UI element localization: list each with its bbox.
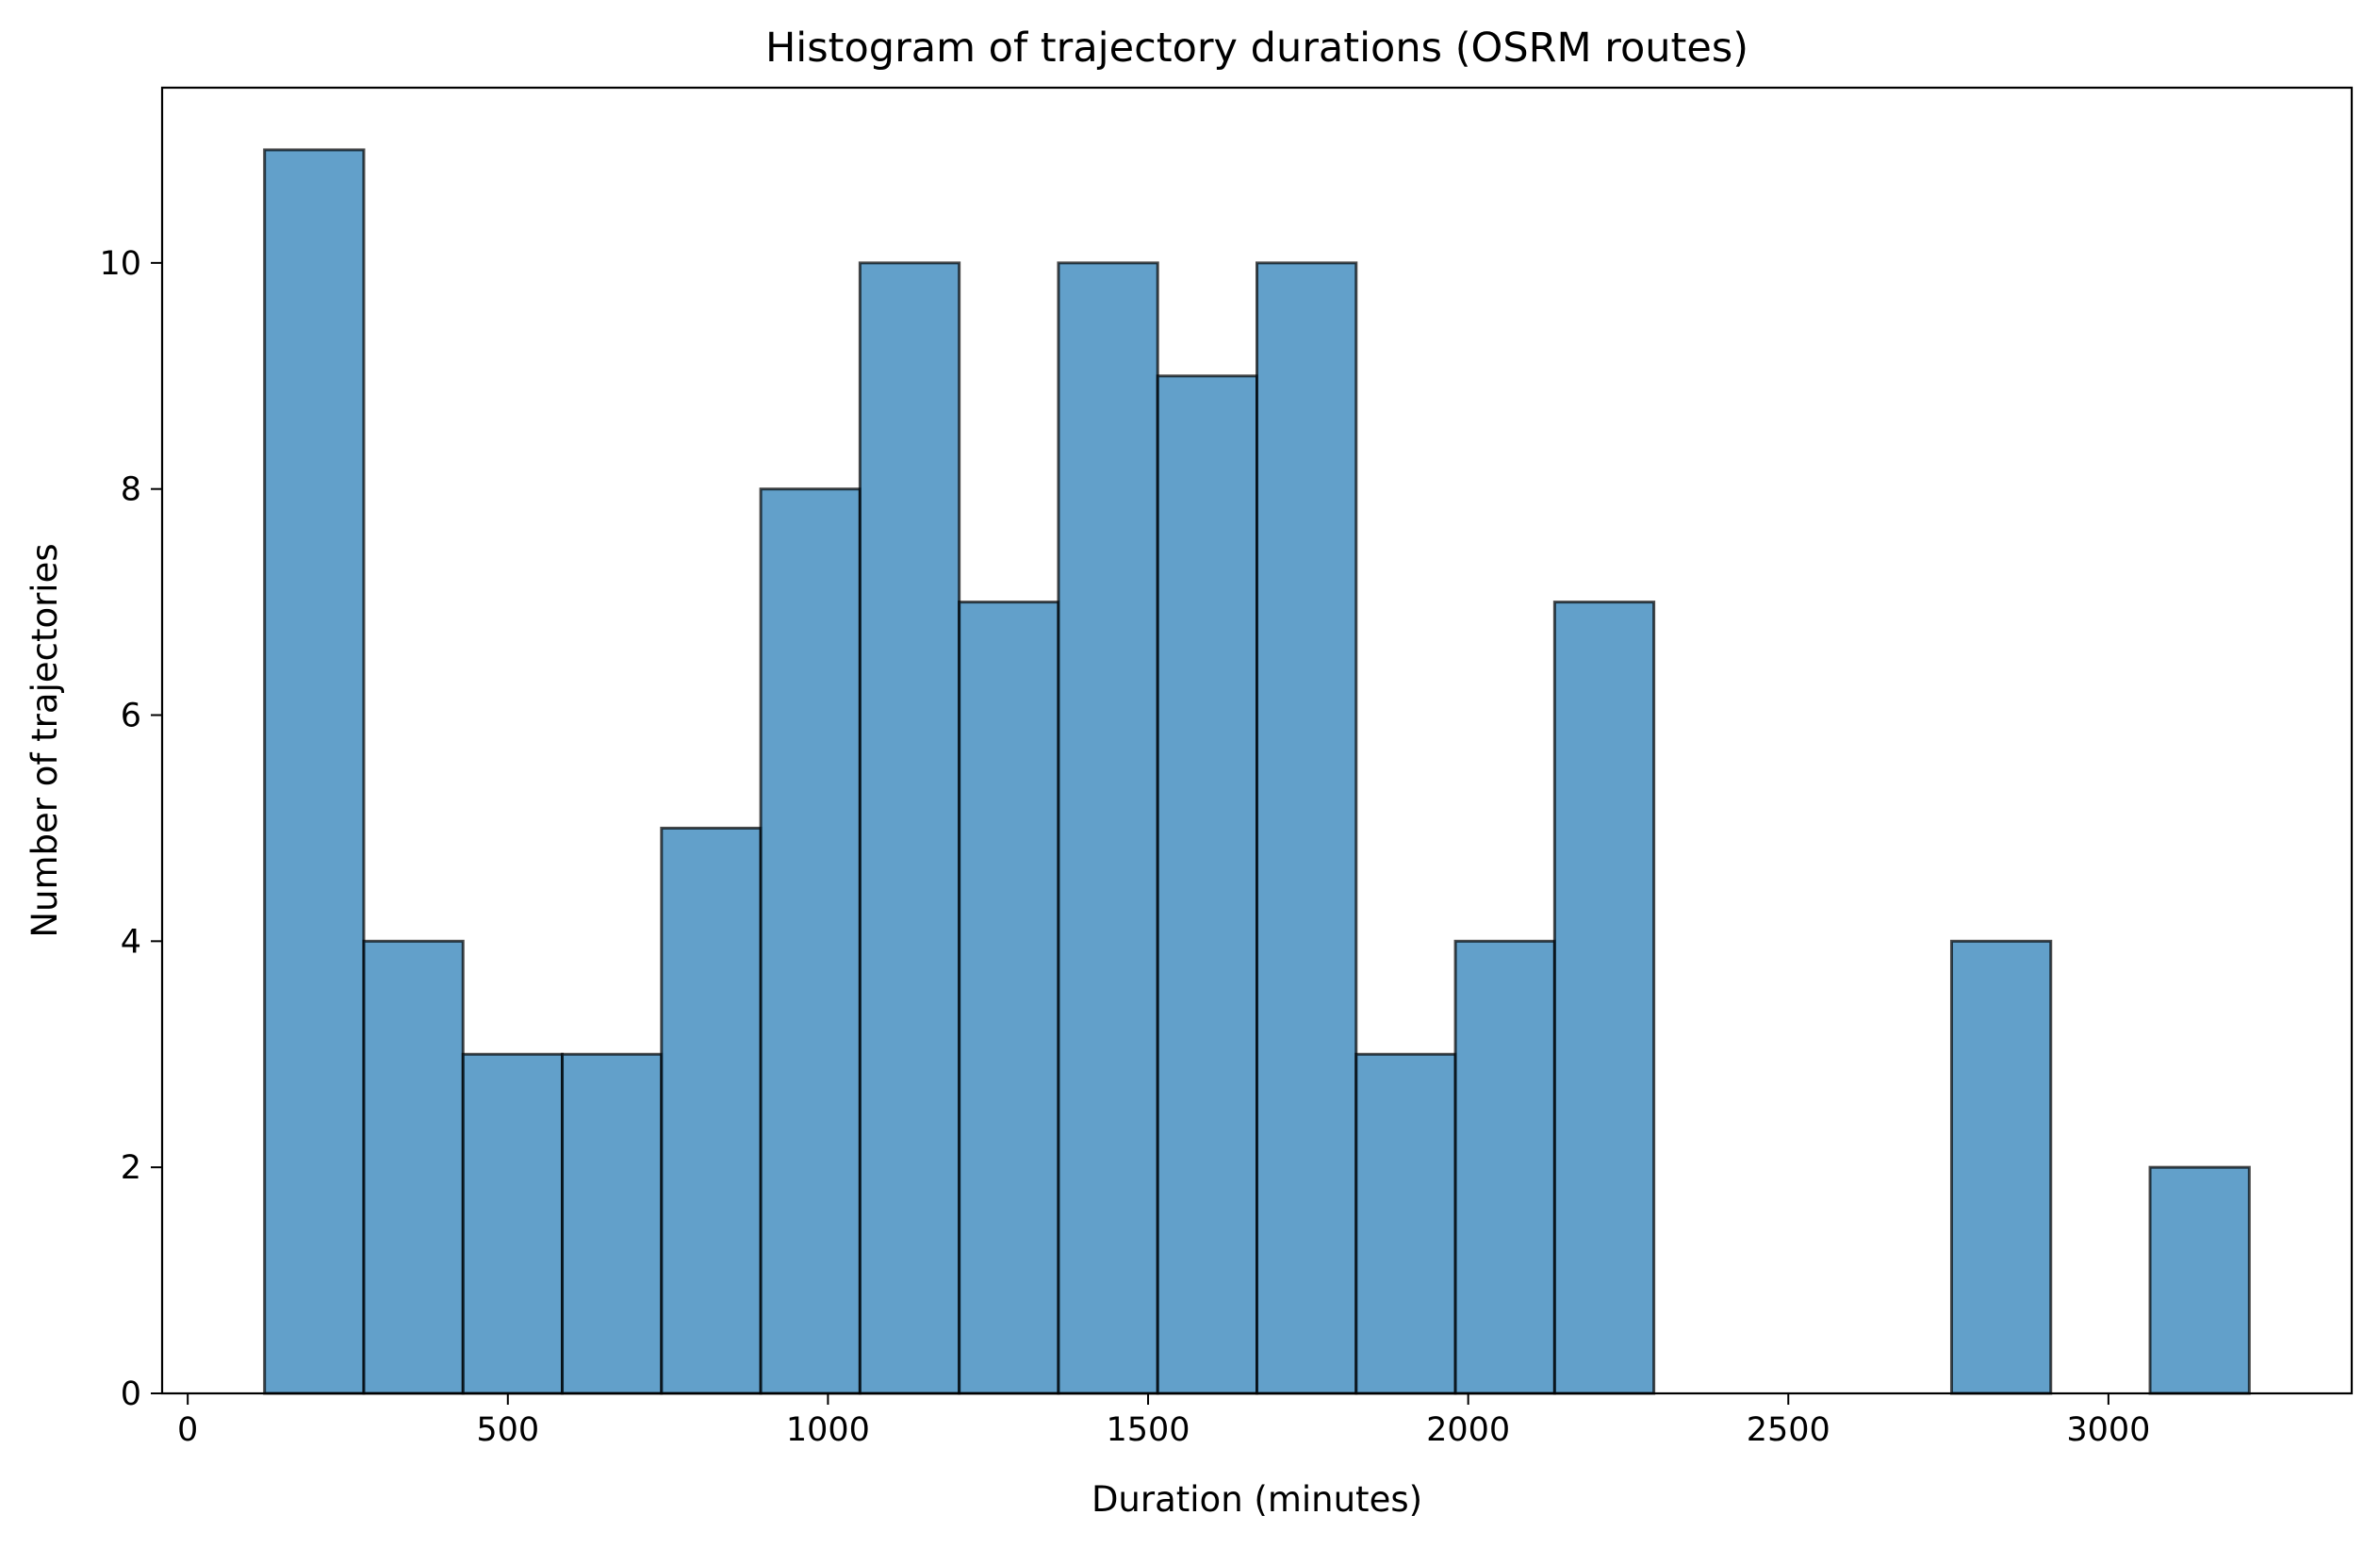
x-tick-label: 2000	[1426, 1411, 1510, 1449]
histogram-bar	[1453, 939, 1556, 1395]
histogram-bar	[958, 601, 1060, 1395]
x-tick-label: 1000	[786, 1411, 870, 1449]
y-tick-label: 6	[121, 698, 141, 735]
histogram-bar	[1552, 601, 1656, 1395]
y-axis-ticks: 0 2 4 6 8 10	[99, 245, 162, 1413]
y-tick-label: 0	[121, 1375, 141, 1413]
y-tick-label: 10	[99, 245, 141, 283]
histogram-bar	[561, 1052, 664, 1395]
histogram-bar	[263, 148, 366, 1395]
x-axis-label: Duration (minutes)	[1092, 1479, 1422, 1520]
histogram-bar	[1156, 374, 1259, 1395]
x-tick-label: 1500	[1106, 1411, 1190, 1449]
y-tick-label: 8	[121, 471, 141, 509]
bars-group	[263, 148, 2251, 1395]
chart-title: Histogram of trajectory durations (OSRM …	[765, 25, 1748, 72]
x-tick-label: 0	[177, 1411, 198, 1449]
histogram-bar	[1057, 261, 1159, 1395]
histogram-bar	[362, 939, 465, 1395]
y-tick-label: 2	[121, 1149, 141, 1187]
x-tick-label: 500	[476, 1411, 539, 1449]
histogram-bar	[1354, 1052, 1457, 1395]
x-tick-label: 2500	[1747, 1411, 1830, 1449]
y-axis-label: Number of trajectories	[25, 543, 65, 937]
histogram-bar	[858, 261, 961, 1395]
histogram-bar	[1949, 939, 2053, 1395]
y-tick-label: 4	[121, 923, 141, 961]
x-axis-ticks: 0 500 1000 1500 2000 2500 3000	[177, 1393, 2150, 1449]
histogram-bar	[660, 826, 763, 1395]
plot-frame	[160, 86, 2354, 1395]
histogram-bar	[1256, 261, 1358, 1395]
histogram-bar	[461, 1052, 565, 1395]
histogram-bar	[2148, 1165, 2251, 1395]
x-tick-label: 3000	[2066, 1411, 2150, 1449]
histogram-bar	[759, 487, 862, 1395]
